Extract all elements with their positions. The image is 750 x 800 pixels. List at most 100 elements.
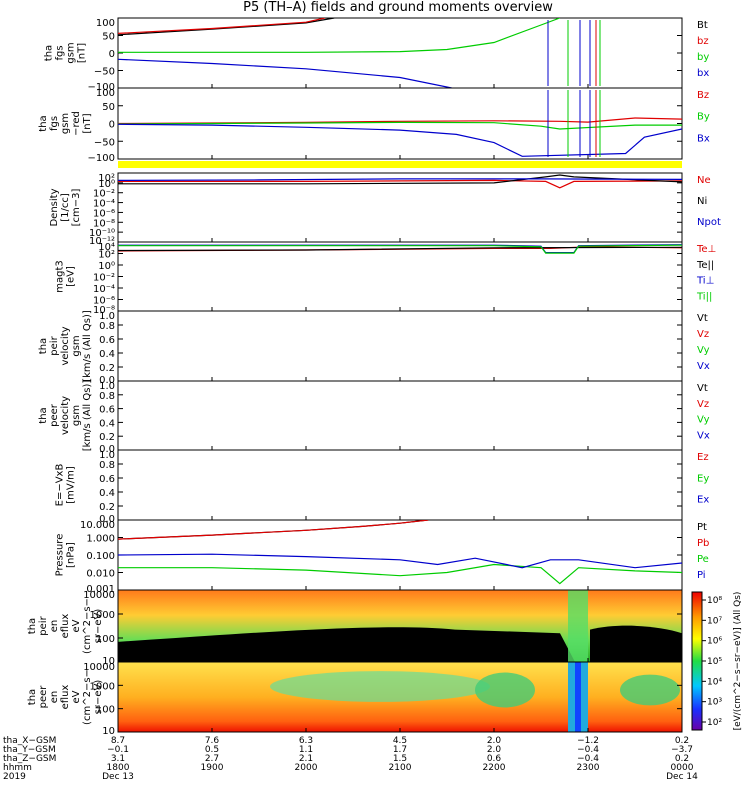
- colorbar-tick-label: 10⁷: [707, 616, 722, 626]
- y-tick-label: 1.0: [99, 311, 115, 322]
- ephemeris-value: −0.4: [577, 754, 599, 764]
- spectrogram-low-count-region: [118, 627, 575, 662]
- panel-frame: [117, 241, 683, 312]
- legend-entry: Pi: [697, 570, 706, 581]
- date-label: Dec 14: [666, 772, 698, 782]
- y-axis-label: [mV/m]: [66, 466, 77, 504]
- y-axis-label: −red: [71, 111, 82, 136]
- y-axis-label: eflux: [60, 685, 71, 710]
- ephemeris-row-label: tha_Y−GSM: [3, 745, 56, 755]
- y-tick-label: 10⁻⁴: [93, 284, 115, 295]
- year-label: 2019: [3, 772, 26, 782]
- series-line-By: [118, 121, 682, 130]
- ephemeris-value: 3.1: [111, 754, 125, 764]
- series-line-Te||: [118, 246, 682, 252]
- y-tick-label: 0.0: [99, 375, 115, 386]
- spectrogram-feature: [575, 662, 581, 732]
- series-line-Pe: [118, 563, 682, 585]
- legend-entry: Vt: [697, 383, 708, 394]
- ephemeris-row-label: tha_Z−GSM: [3, 754, 56, 764]
- y-axis-label: [1/cc]: [60, 193, 71, 222]
- ephemeris-row-label: tha_X−GSM: [3, 736, 56, 746]
- y-axis-label: (cm^2−s−: [82, 598, 93, 654]
- y-tick-label: 100: [96, 18, 115, 29]
- y-tick-label: 0.8: [99, 321, 115, 332]
- quality-flag-bar: [118, 161, 682, 168]
- panel-density: 10²10⁰10⁻²10⁻⁴10⁻⁶10⁻⁸10⁻¹⁰10⁻¹²Density[…: [49, 172, 721, 247]
- y-tick-label: 0.2: [99, 363, 115, 374]
- y-tick-label: −100: [88, 82, 115, 93]
- ephemeris-value: 1900: [201, 763, 224, 773]
- ephemeris-value: 1.7: [393, 745, 407, 755]
- panel-frame: [117, 380, 683, 451]
- ephemeris-value: −1.2: [577, 736, 599, 746]
- y-axis-label: eV: [71, 690, 82, 703]
- y-tick-label: 0.0: [99, 444, 115, 455]
- y-axis-label: Pressure: [55, 534, 66, 577]
- y-axis-label: velocity: [60, 396, 71, 435]
- legend-entry: Ne: [697, 175, 711, 186]
- y-tick-label: 0.010: [86, 569, 115, 580]
- series-line-Ne: [118, 179, 682, 189]
- y-tick-label: 1.0: [99, 381, 115, 392]
- y-axis-label: tha: [38, 115, 49, 131]
- series-line-bz: [118, 18, 325, 34]
- y-tick-label: 10²: [98, 173, 115, 184]
- y-tick-label: 10⁻¹²: [89, 236, 115, 247]
- ephemeris-value: 2000: [295, 763, 318, 773]
- y-tick-label: 10⁰: [98, 179, 115, 190]
- y-axis-label: [km/s (All Qs)]: [82, 310, 93, 382]
- ephemeris-value: 7.6: [205, 736, 220, 746]
- y-tick-label: 0.2: [99, 502, 115, 513]
- panel-frame: [117, 310, 683, 382]
- y-tick-label: 100: [96, 705, 115, 716]
- series-line-Ti||: [118, 244, 682, 254]
- legend-entry: Vt: [697, 313, 708, 324]
- legend-entry: Te||: [696, 260, 714, 271]
- panel-pressure: 10.000 1.000 0.100 0.010 0.001 Pressure [nPa] P…: [55, 519, 709, 595]
- y-axis-label: peer: [49, 403, 60, 427]
- y-tick-label: 0: [109, 120, 115, 131]
- y-tick-label: 0.100: [86, 551, 115, 562]
- y-axis-label: gsm: [66, 42, 77, 63]
- colorbar-tick-label: 10⁸: [707, 596, 722, 606]
- y-tick-label: 10⁻⁴: [93, 199, 115, 210]
- ephemeris-value: 1800: [107, 763, 130, 773]
- y-axis-label: peer: [38, 685, 49, 709]
- y-axis-label: eV: [71, 619, 82, 632]
- legend-entry: Ni: [697, 196, 707, 207]
- colorbar: [691, 591, 703, 731]
- series-line-Pi: [118, 553, 682, 569]
- legend-entry: Vx: [697, 361, 710, 372]
- y-axis-label: sr−eV): [93, 680, 104, 715]
- y-axis-label: Density: [49, 188, 60, 226]
- legend-entry: Ey: [697, 473, 709, 484]
- y-tick-label: 0.4: [99, 488, 115, 499]
- legend-entry: Ti||: [696, 291, 712, 302]
- legend-entry: Ex: [697, 495, 709, 506]
- ephemeris-value: 6.3: [299, 736, 313, 746]
- ephemeris-value: −0.4: [577, 745, 599, 755]
- y-tick-label: 0.8: [99, 460, 115, 471]
- legend-entry: Ez: [697, 452, 709, 463]
- colorbar-label: [eV/(cm^2−s−sr−eV)] (All Qs): [733, 592, 743, 731]
- y-axis-label: gsm: [60, 113, 71, 134]
- y-tick-label: 10: [102, 656, 115, 667]
- legend-entry: bz: [697, 36, 709, 47]
- series-line-Ni: [118, 174, 682, 185]
- ephemeris-value: 0.6: [487, 754, 502, 764]
- y-axis-label: [km/s (All Qs)]: [82, 380, 93, 452]
- y-axis-label: peir: [49, 335, 60, 355]
- y-axis-label: fgs: [55, 45, 66, 60]
- legend-entry: Te⊥: [696, 244, 716, 255]
- series-group: [118, 520, 682, 585]
- y-tick-label: −100: [88, 153, 115, 164]
- series-line-by: [118, 18, 561, 53]
- y-tick-label: 10000: [83, 662, 115, 673]
- y-tick-label: 1000: [90, 610, 115, 621]
- spectrogram-feature: [270, 671, 490, 702]
- colorbar-tick-label: 10²: [707, 718, 722, 728]
- series-group: [118, 90, 682, 157]
- legend-entry: Ti⊥: [696, 276, 714, 287]
- y-axis-label: (cm^2−s−: [82, 669, 93, 725]
